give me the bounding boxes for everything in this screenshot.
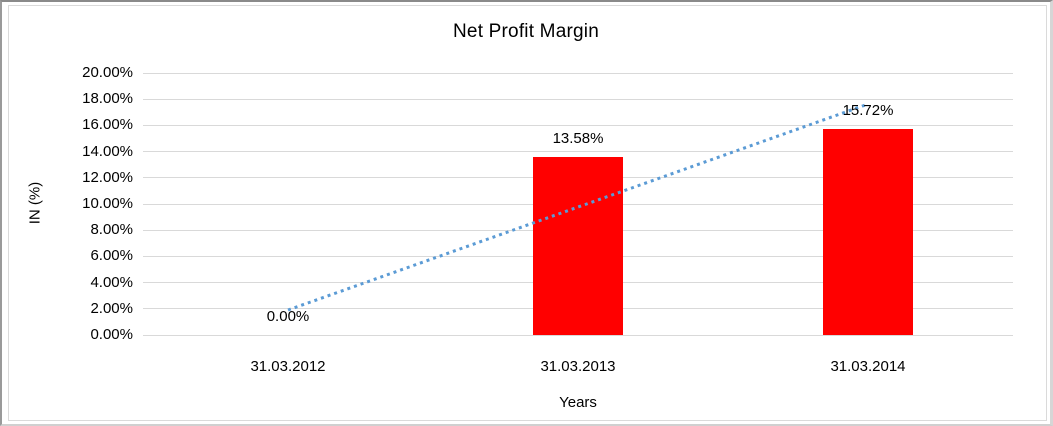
y-tick-label: 0.00% bbox=[90, 326, 133, 343]
y-axis-title: IN (%) bbox=[26, 181, 44, 225]
y-tick-label: 14.00% bbox=[82, 142, 133, 160]
y-tick-label: 20.00% bbox=[82, 64, 133, 81]
bar-value-label: 15.72% bbox=[842, 102, 894, 120]
gridline bbox=[143, 98, 1013, 100]
y-tick-label: 4.00% bbox=[90, 273, 133, 291]
x-tick-label: 31.03.2013 bbox=[540, 358, 616, 375]
y-tick-label: 6.00% bbox=[90, 247, 133, 265]
y-tick-label: 8.00% bbox=[90, 221, 133, 239]
gridline bbox=[143, 124, 1013, 126]
bar bbox=[823, 129, 913, 335]
bar-value-label: 13.58% bbox=[552, 130, 604, 148]
y-tick-label: 16.00% bbox=[82, 116, 133, 134]
bar bbox=[533, 157, 623, 335]
gridline bbox=[143, 334, 1013, 336]
chart-title: Net Profit Margin bbox=[453, 21, 599, 42]
y-tick-label: 2.00% bbox=[90, 299, 133, 317]
gridline bbox=[143, 72, 1013, 74]
x-axis-title: Years bbox=[559, 394, 597, 411]
x-tick-label: 31.03.2012 bbox=[250, 358, 326, 375]
x-tick-label: 31.03.2014 bbox=[830, 358, 906, 375]
bar-value-label: 0.00% bbox=[266, 308, 310, 325]
y-tick-label: 10.00% bbox=[82, 195, 133, 212]
y-tick-label: 18.00% bbox=[82, 90, 133, 108]
y-tick-label: 12.00% bbox=[82, 168, 133, 186]
